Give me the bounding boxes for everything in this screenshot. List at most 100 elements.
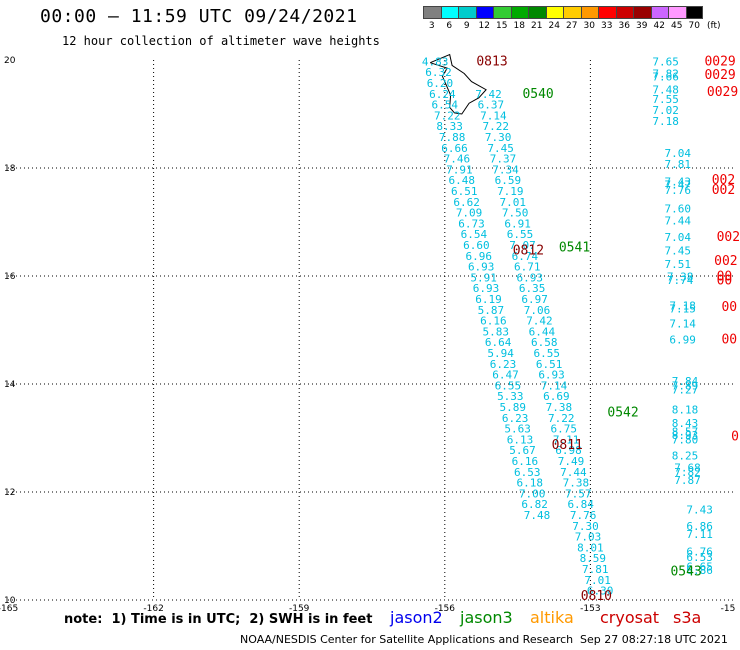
wave-height-value: 8.18: [672, 404, 699, 417]
scale-label: 6: [446, 21, 453, 31]
x-axis-label: -153: [580, 604, 600, 614]
wave-height-value: 7.49: [558, 455, 585, 468]
pass-time-label: 0029: [707, 85, 738, 100]
wave-height-value: 7.65: [652, 55, 679, 68]
scale-swatch: [423, 6, 441, 19]
wave-height-value: 6.53: [686, 551, 713, 564]
wave-height-value: 6.96: [466, 250, 493, 263]
x-axis-label: -159: [289, 604, 310, 614]
scale-label: 27: [566, 21, 578, 31]
wave-height-value: 7.38: [667, 270, 694, 283]
pass-time-label: 0812: [513, 243, 544, 258]
wave-height-value: 6.73: [458, 217, 485, 230]
pass-time-label: 0: [731, 430, 739, 445]
pass-time-label: 002: [712, 183, 735, 198]
wave-height-value: 6.84: [567, 498, 594, 511]
wave-height-value: 8.25: [672, 450, 699, 463]
pass-time-label: 00: [717, 269, 733, 284]
pass-time-label: 0810: [581, 589, 612, 604]
x-axis-label: -15: [721, 604, 736, 614]
scale-swatch: [545, 6, 563, 19]
wave-height-value: 6.35: [519, 282, 546, 295]
wave-height-value: 6.55: [533, 347, 560, 360]
wave-height-value: 7.14: [541, 379, 568, 392]
wave-height-value: 6.75: [550, 423, 577, 436]
wave-height-value: 7.55: [652, 93, 679, 106]
wave-height-value: 7.18: [652, 115, 679, 128]
y-axis-label: 12: [4, 488, 15, 498]
wave-height-value: 6.47: [492, 369, 519, 382]
wave-height-value: 7.57: [565, 487, 592, 500]
wave-height-value: 6.91: [504, 217, 531, 230]
wave-height-value: 6.82: [521, 498, 548, 511]
legend-s3a: s3a: [673, 608, 702, 627]
wave-height-value: 7.81: [582, 563, 609, 576]
wave-height-value: 7.11: [686, 528, 713, 541]
scale-label: 12: [478, 21, 490, 31]
wave-height-value: 6.93: [538, 369, 565, 382]
pass-time-label: 00: [721, 333, 737, 348]
wave-height-value: 6.58: [531, 336, 558, 349]
wave-height-value: 6.76: [686, 546, 713, 559]
scale-label: 24: [548, 21, 560, 31]
x-axis-label: -162: [143, 604, 163, 614]
wave-height-value: 7.30: [572, 520, 599, 533]
legend-cryosat: cryosat: [600, 608, 660, 627]
x-axis-label: -165: [0, 604, 18, 614]
wave-height-value: 7.74: [667, 274, 694, 287]
wave-height-value: 8.59: [580, 552, 607, 565]
wave-height-value: 7.45: [665, 244, 692, 257]
pass-time-label: 0541: [559, 241, 590, 256]
wave-height-value: 6.59: [495, 174, 522, 187]
y-axis-label: 14: [4, 380, 16, 390]
scale-label: 15: [496, 21, 508, 31]
wave-height-value: 7.68: [674, 461, 701, 474]
pass-time-label: 002: [717, 230, 740, 245]
scale-label: 33: [601, 21, 613, 31]
y-axis-label: 10: [4, 596, 16, 606]
wave-height-value: 7.80: [672, 433, 699, 446]
pass-time-label: 0540: [522, 87, 553, 102]
scale-swatch: [650, 6, 668, 19]
wave-height-value: 6.19: [475, 293, 502, 306]
pass-time-label: 002: [712, 173, 735, 188]
wave-height-value: 7.02: [652, 104, 679, 117]
wave-height-value: 7.22: [483, 120, 510, 133]
wave-height-value: 6.51: [536, 358, 563, 371]
scale-swatch: [685, 6, 703, 19]
wave-height-value: 7.66: [652, 71, 679, 84]
wave-height-value: 7.82: [652, 67, 679, 80]
wave-height-value: 6.69: [543, 390, 570, 403]
wave-height-value: 7.34: [492, 163, 519, 176]
wave-height-value: 6.97: [521, 293, 548, 306]
wave-height-value: 7.76: [665, 184, 692, 197]
map-title: 00:00 — 11:59 UTC 09/24/2021: [40, 6, 358, 27]
scale-label: 3: [428, 21, 435, 31]
wave-height-value: 7.84: [672, 375, 699, 388]
wave-height-value: 7.44: [665, 215, 692, 228]
wave-height-value: 5.87: [478, 304, 505, 317]
wave-height-value: 7.01: [584, 574, 611, 587]
wave-height-value: 6.16: [480, 315, 507, 328]
wave-height-value: 7.27: [672, 384, 699, 397]
wave-height-value: 7.44: [560, 466, 587, 479]
wave-height-value: 6.62: [453, 196, 480, 209]
scale-swatch: [510, 6, 528, 19]
wave-height-value: 7.03: [575, 531, 602, 544]
wave-height-value: 7.00: [519, 487, 546, 500]
wave-height-value: 5.63: [504, 423, 531, 436]
wave-height-value: 5.67: [509, 444, 536, 457]
footer-note: note: 1) Time is in UTC; 2) SWH is in fe…: [64, 612, 373, 627]
wave-height-value: 7.48: [524, 509, 551, 522]
pass-time-label: 0813: [476, 54, 507, 69]
wave-height-value: 7.88: [439, 131, 466, 144]
wave-height-value: 8.93: [672, 429, 699, 442]
wave-height-value: 7.14: [480, 109, 507, 122]
wave-height-value: 7.82: [674, 466, 701, 479]
wave-height-value: 6.32: [425, 66, 452, 79]
pass-time-label: 00: [717, 274, 733, 289]
wave-height-value: 7.43: [665, 175, 692, 188]
pass-time-label: 00: [721, 300, 737, 315]
wave-height-value: 7.22: [434, 109, 461, 122]
wave-height-value: 6.51: [451, 185, 478, 198]
